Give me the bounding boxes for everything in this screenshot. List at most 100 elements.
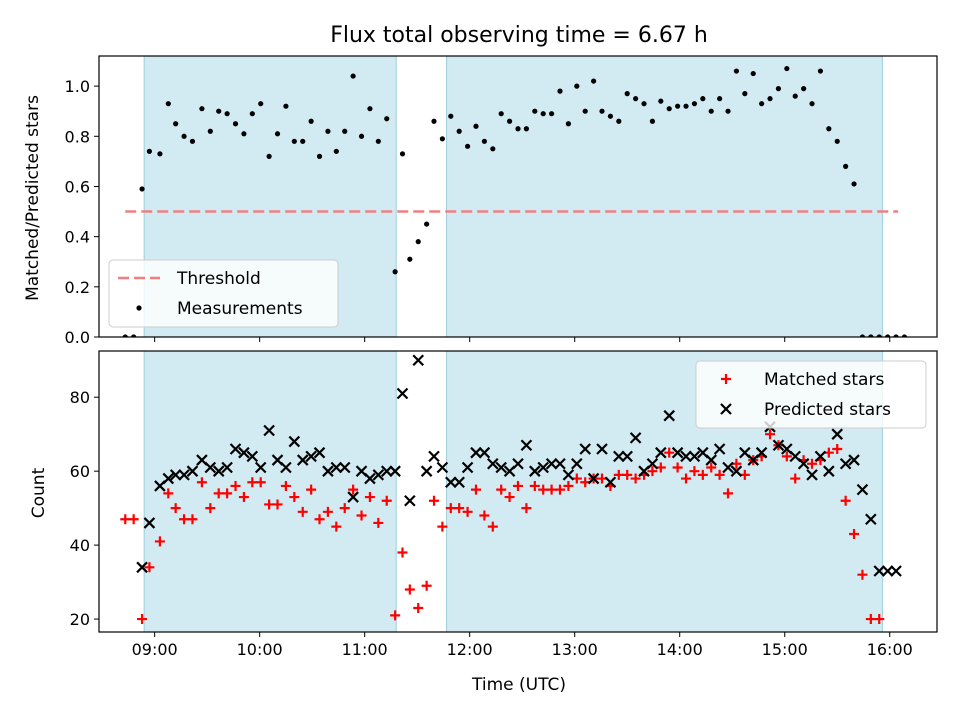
y-tick-label-bottom-3: 80 bbox=[70, 388, 90, 407]
point-dot-top-0-44 bbox=[490, 146, 495, 151]
y-tick-label-top-5: 1.0 bbox=[65, 77, 90, 96]
point-dot-top-0-7 bbox=[181, 134, 186, 139]
point-dot-top-0-24 bbox=[325, 129, 330, 134]
point-dot-top-0-19 bbox=[283, 104, 288, 109]
shaded-interval-bottom-0 bbox=[144, 351, 396, 632]
point-dot-top-0-2 bbox=[139, 186, 144, 191]
point-dot-top-0-61 bbox=[633, 96, 638, 101]
panel-bottom: 2040608009:00 10:00 11:00 12:00 13:00 14:00 15… bbox=[70, 351, 937, 698]
point-dot-top-0-39 bbox=[448, 114, 453, 119]
point-dot-top-0-21 bbox=[300, 139, 305, 144]
point-dot-top-0-83 bbox=[818, 68, 823, 73]
y-tick-label-top-0: 0.0 bbox=[65, 328, 90, 347]
point-dot-top-0-72 bbox=[725, 109, 730, 114]
point-dot-top-0-82 bbox=[809, 101, 814, 106]
point-plus-bottom-0-34 bbox=[405, 584, 415, 594]
x-tick-label-1: 10:00 bbox=[237, 640, 283, 659]
point-dot-top-0-11 bbox=[216, 109, 221, 114]
point-dot-top-0-55 bbox=[583, 109, 588, 114]
point-plus-bottom-0-1 bbox=[129, 514, 139, 524]
point-dot-top-0-17 bbox=[267, 154, 272, 159]
panel-top: 0.0 0.2 0.4 0.6 0.8 1.0 Threshold Measurements bbox=[65, 56, 937, 347]
legend-label-bottom-0: Matched stars bbox=[764, 370, 884, 390]
x-tick-label-2: 11:00 bbox=[342, 640, 388, 659]
point-dot-top-0-65 bbox=[667, 106, 672, 111]
point-dot-top-0-49 bbox=[532, 109, 537, 114]
point-dot-top-0-81 bbox=[801, 86, 806, 91]
point-dot-top-0-62 bbox=[641, 101, 646, 106]
point-x-bottom-1-31 bbox=[397, 389, 407, 399]
x-tick-label-3: 12:00 bbox=[447, 640, 493, 659]
point-dot-top-0-56 bbox=[591, 78, 596, 83]
point-plus-bottom-0-35 bbox=[413, 603, 423, 613]
point-dot-top-0-69 bbox=[700, 96, 705, 101]
point-dot-top-0-28 bbox=[359, 134, 364, 139]
point-dot-top-0-86 bbox=[843, 164, 848, 169]
x-tick-label-0: 09:00 bbox=[132, 640, 178, 659]
point-dot-top-0-13 bbox=[233, 121, 238, 126]
point-dot-top-0-76 bbox=[759, 101, 764, 106]
x-tick-label-7: 16:00 bbox=[867, 640, 913, 659]
point-dot-top-0-38 bbox=[440, 136, 445, 141]
point-dot-top-0-37 bbox=[431, 119, 436, 124]
point-dot-top-0-18 bbox=[275, 131, 280, 136]
x-tick-label-6: 15:00 bbox=[762, 640, 808, 659]
point-dot-top-0-16 bbox=[258, 101, 263, 106]
legend-marker-dot bbox=[136, 305, 141, 310]
point-dot-top-0-73 bbox=[734, 68, 739, 73]
point-dot-top-0-26 bbox=[342, 129, 347, 134]
point-dot-top-0-30 bbox=[376, 139, 381, 144]
point-x-bottom-1-36 bbox=[437, 462, 447, 472]
point-dot-top-0-34 bbox=[407, 257, 412, 262]
x-tick-label-4: 13:00 bbox=[552, 640, 598, 659]
point-dot-top-0-36 bbox=[424, 221, 429, 226]
point-dot-top-0-15 bbox=[250, 111, 255, 116]
point-dot-top-0-54 bbox=[574, 84, 579, 89]
point-dot-top-0-84 bbox=[826, 126, 831, 131]
point-dot-top-0-42 bbox=[473, 124, 478, 129]
y-tick-label-top-1: 0.2 bbox=[65, 278, 90, 297]
point-dot-top-0-64 bbox=[658, 99, 663, 104]
point-dot-top-0-8 bbox=[190, 139, 195, 144]
point-dot-top-0-80 bbox=[793, 94, 798, 99]
point-dot-top-0-66 bbox=[675, 104, 680, 109]
point-dot-top-0-58 bbox=[608, 114, 613, 119]
point-dot-top-0-6 bbox=[173, 121, 178, 126]
point-dot-top-0-75 bbox=[751, 71, 756, 76]
point-dot-top-0-29 bbox=[367, 106, 372, 111]
legend-top: Threshold Measurements bbox=[109, 260, 338, 327]
point-x-bottom-1-90 bbox=[891, 566, 901, 576]
point-dot-top-0-23 bbox=[317, 154, 322, 159]
point-dot-top-0-5 bbox=[166, 101, 171, 106]
point-dot-top-0-74 bbox=[742, 91, 747, 96]
point-dot-top-0-40 bbox=[457, 129, 462, 134]
point-dot-top-0-41 bbox=[465, 144, 470, 149]
point-dot-top-0-4 bbox=[157, 151, 162, 156]
y-axis-label-bottom: Count bbox=[29, 467, 49, 518]
point-dot-top-0-35 bbox=[416, 239, 421, 244]
legend-label-bottom-1: Predicted stars bbox=[764, 400, 891, 420]
point-dot-top-0-71 bbox=[717, 96, 722, 101]
point-dot-top-0-78 bbox=[776, 86, 781, 91]
point-plus-bottom-0-36 bbox=[422, 581, 432, 591]
point-x-bottom-1-33 bbox=[413, 355, 423, 365]
x-tick-label-5: 14:00 bbox=[657, 640, 703, 659]
shaded-interval-top-1 bbox=[447, 56, 883, 337]
legend-label-top-1: Measurements bbox=[177, 299, 303, 319]
y-tick-label-top-4: 0.8 bbox=[65, 127, 90, 146]
y-tick-label-bottom-2: 60 bbox=[70, 462, 90, 481]
point-dot-top-0-14 bbox=[241, 131, 246, 136]
point-x-bottom-1-35 bbox=[429, 451, 439, 461]
y-tick-label-bottom-1: 40 bbox=[70, 536, 90, 555]
figure: Flux total observing time = 6.67 h 0.00.… bbox=[0, 0, 960, 720]
point-dot-top-0-67 bbox=[683, 104, 688, 109]
point-plus-bottom-0-93 bbox=[899, 688, 909, 698]
point-dot-top-0-43 bbox=[482, 139, 487, 144]
point-dot-top-0-45 bbox=[499, 111, 504, 116]
point-dot-top-0-3 bbox=[147, 149, 152, 154]
y-tick-label-top-3: 0.6 bbox=[65, 177, 90, 196]
point-plus-bottom-0-33 bbox=[397, 548, 407, 558]
point-dot-top-0-9 bbox=[199, 106, 204, 111]
point-dot-top-0-22 bbox=[309, 119, 314, 124]
point-dot-top-0-51 bbox=[549, 111, 554, 116]
